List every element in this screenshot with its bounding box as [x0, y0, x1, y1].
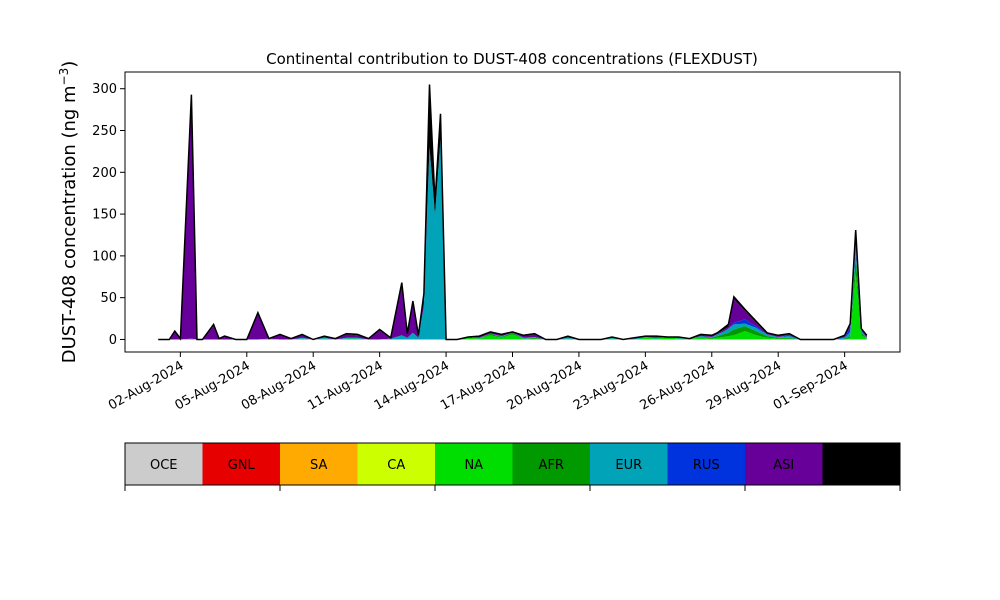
y-axis: 0 50 100 150 200 250 300 [92, 82, 125, 348]
legend-label-ca: CA [387, 458, 405, 473]
legend-colorbar: OCE GNL SA CA NA AFR EUR RUS ASI AUS [124, 442, 901, 491]
x-tick-label: 29-Aug-2024 [704, 358, 784, 413]
legend-swatch-aus [822, 443, 901, 485]
legend-swatch-na [435, 443, 513, 485]
legend-frame [124, 442, 901, 486]
total-outline [158, 84, 868, 341]
y-tick-label: 150 [92, 208, 117, 223]
legend-label-sa: SA [310, 458, 327, 473]
area-series-group [158, 84, 867, 340]
legend-label-na: NA [464, 458, 483, 473]
y-tick-label: 50 [100, 291, 117, 306]
y-tick-label: 0 [109, 333, 117, 348]
y-tick-label: 300 [92, 82, 117, 97]
legend-label-eur: EUR [615, 458, 642, 473]
area-series-rus [158, 138, 867, 340]
legend-label-rus: RUS [693, 458, 720, 473]
legend-swatch-sa [280, 443, 358, 485]
y-axis-label: DUST-408 concentration (ng m−3) [57, 61, 80, 364]
legend-swatch-eur [590, 443, 668, 485]
y-tick-label: 200 [92, 166, 117, 181]
legend-swatch-rus [667, 443, 746, 485]
area-series-aus [158, 84, 867, 340]
y-tick-label: 100 [92, 249, 117, 264]
area-series-asi [158, 99, 867, 340]
legend-swatch-gnl [202, 443, 281, 485]
plot-area [124, 71, 901, 353]
legend-swatch-asi [745, 443, 823, 485]
legend-label-asi: ASI [773, 458, 794, 473]
legend-swatch-oce [125, 443, 203, 485]
chart-title: Continental contribution to DUST-408 con… [266, 50, 758, 68]
legend-label-gnl: GNL [228, 458, 256, 473]
axes-frame [124, 71, 901, 353]
legend-label-aus: AUS [848, 458, 875, 473]
y-tick-label: 250 [92, 124, 117, 139]
legend-swatch-afr [512, 443, 591, 485]
x-axis: 02-Aug-202405-Aug-202408-Aug-202411-Aug-… [106, 352, 851, 414]
legend-label-afr: AFR [539, 458, 564, 473]
legend-label-oce: OCE [150, 458, 178, 473]
area-series-eur [158, 138, 867, 340]
x-tick-label: 01-Sep-2024 [771, 358, 851, 413]
legend-swatch-ca [357, 443, 436, 485]
